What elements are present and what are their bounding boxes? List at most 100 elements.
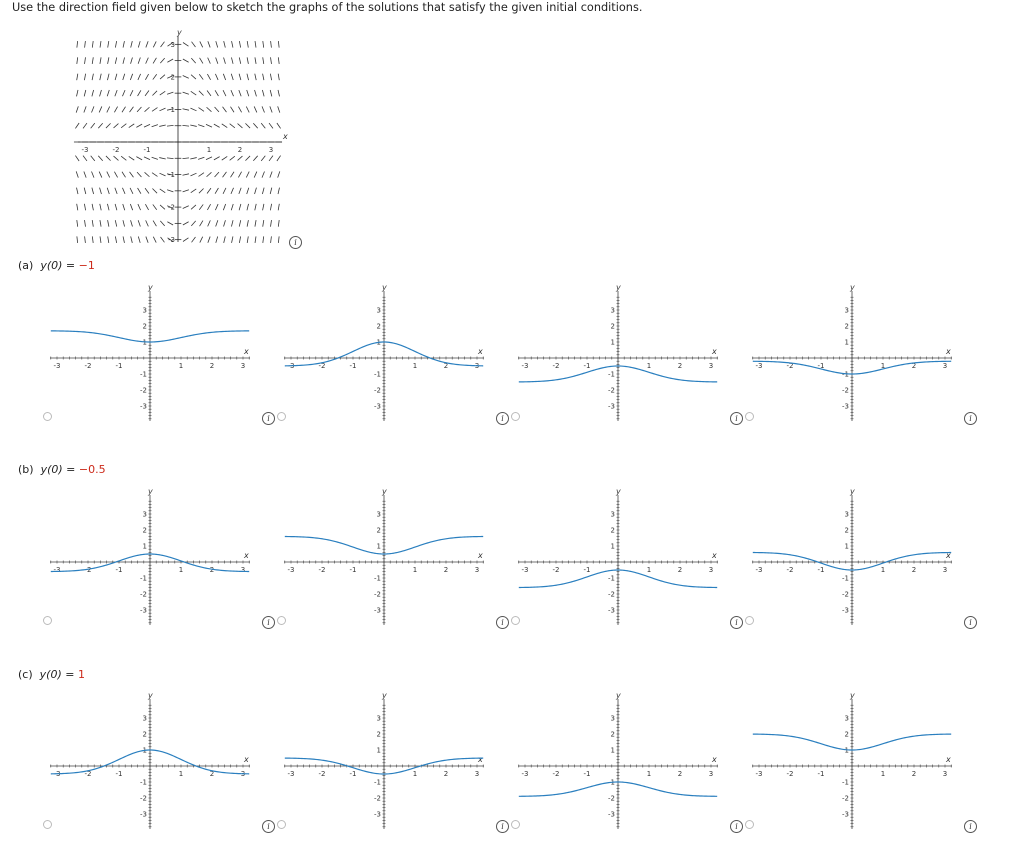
choice-c-3-info-icon[interactable]: i xyxy=(730,820,743,833)
y-tick-label: -3 xyxy=(608,811,615,819)
slope-segment xyxy=(207,220,211,227)
choice-c-2-radio[interactable] xyxy=(277,820,286,829)
slope-segment xyxy=(98,122,103,129)
slope-segment xyxy=(107,236,110,243)
x-tick-label: 2 xyxy=(210,566,214,574)
slope-segment xyxy=(99,73,102,81)
slope-segment xyxy=(152,74,158,80)
slope-segment xyxy=(144,106,150,112)
choice-b-2-info-icon[interactable]: i xyxy=(496,616,509,629)
choice-a-4-info-icon[interactable]: i xyxy=(964,412,977,425)
choice-b-1-info-icon[interactable]: i xyxy=(262,616,275,629)
slope-segment xyxy=(129,203,134,211)
x-tick-label: -1 xyxy=(350,566,357,574)
choice-c-1-radio[interactable] xyxy=(43,820,52,829)
choice-b-3-info-icon[interactable]: i xyxy=(730,616,743,629)
slope-segment xyxy=(253,155,258,162)
slope-segment xyxy=(254,89,257,97)
y-tick-label: -1 xyxy=(842,371,849,379)
x-tick-label: 1 xyxy=(647,566,651,574)
slope-segment xyxy=(262,89,265,97)
slope-segment xyxy=(246,57,249,64)
slope-segment xyxy=(246,89,250,97)
slope-segment xyxy=(215,41,219,48)
choice-c-3-radio[interactable] xyxy=(511,820,520,829)
slope-segment xyxy=(205,156,213,160)
x-tick-label: 1 xyxy=(881,566,885,574)
choice-a-2-info-icon[interactable]: i xyxy=(496,412,509,425)
choice-b-3-radio[interactable] xyxy=(511,616,520,625)
choice-a-4-radio[interactable] xyxy=(745,412,754,421)
choice-b-2-radio[interactable] xyxy=(277,616,286,625)
slope-segment xyxy=(276,155,281,162)
y-tick-label: -1 xyxy=(608,575,615,583)
slope-segment xyxy=(238,171,242,178)
choice-a-3-info-icon[interactable]: i xyxy=(730,412,743,425)
y-tick-label: -2 xyxy=(140,591,147,599)
slope-segment xyxy=(190,74,197,80)
x-tick-label: 1 xyxy=(413,566,417,574)
x-tick-label: 3 xyxy=(709,566,713,574)
slope-segment xyxy=(190,204,197,210)
choice-a-2-radio[interactable] xyxy=(277,412,286,421)
choice-b-4-info-icon[interactable]: i xyxy=(964,616,977,629)
slope-segment xyxy=(222,90,227,97)
slope-segment xyxy=(262,236,265,243)
x-tick-label: -2 xyxy=(85,770,92,778)
y-tick-label: -2 xyxy=(842,795,849,803)
y-axis-label: y xyxy=(849,285,855,292)
x-tick-label: 2 xyxy=(912,362,916,370)
slope-segment xyxy=(98,106,103,113)
slope-segment xyxy=(198,107,205,112)
choice-b-3-graph: -3 -2 -1 1 2 3 3 2 1 -1 -2 -3 x y xyxy=(518,489,718,625)
slope-segment xyxy=(129,187,134,194)
y-tick-label: -1 xyxy=(374,779,381,787)
field-x-tick: -3 xyxy=(82,146,89,154)
slope-segment xyxy=(107,41,110,48)
slope-segment xyxy=(120,123,127,129)
slope-segment xyxy=(191,236,196,243)
slope-segment xyxy=(182,189,190,193)
slope-segment xyxy=(114,106,118,113)
choice-b-4-radio[interactable] xyxy=(745,616,754,625)
slope-segment xyxy=(137,236,141,243)
slope-segment xyxy=(246,236,249,243)
y-tick-label: 1 xyxy=(143,339,147,347)
info-icon[interactable]: i xyxy=(289,236,302,249)
slope-segment xyxy=(207,41,211,48)
y-tick-label: 3 xyxy=(377,511,381,519)
solution-curve xyxy=(752,733,952,751)
slope-segment xyxy=(182,157,190,160)
choice-c-2-info-icon[interactable]: i xyxy=(496,820,509,833)
choice-a-3-radio[interactable] xyxy=(511,412,520,421)
choice-c-1-info-icon[interactable]: i xyxy=(262,820,275,833)
slope-segment xyxy=(159,107,166,112)
slope-segment xyxy=(128,123,135,128)
slope-segment xyxy=(106,89,110,97)
slope-segment xyxy=(129,106,134,113)
choice-b-1-radio[interactable] xyxy=(43,616,52,625)
choice-a-1-radio[interactable] xyxy=(43,412,52,421)
x-axis-label: x xyxy=(945,755,951,764)
slope-segment xyxy=(230,89,234,97)
slope-segment xyxy=(159,124,166,127)
slope-segment xyxy=(151,172,158,177)
y-tick-label: -3 xyxy=(842,607,849,615)
x-axis-label: x xyxy=(477,755,483,764)
field-y-tick: -1 xyxy=(168,171,175,179)
choice-c-4-radio[interactable] xyxy=(745,820,754,829)
y-tick-label: 1 xyxy=(611,747,615,755)
slope-segment xyxy=(129,171,134,178)
slope-segment xyxy=(75,155,80,162)
slope-segment xyxy=(91,106,95,113)
choice-a-1-info-icon[interactable]: i xyxy=(262,412,275,425)
slope-segment xyxy=(270,41,272,48)
x-tick-label: 1 xyxy=(647,770,651,778)
x-tick-label: -3 xyxy=(756,566,763,574)
choice-c-4-info-icon[interactable]: i xyxy=(964,820,977,833)
slope-segment xyxy=(99,220,102,227)
x-tick-label: 1 xyxy=(179,566,183,574)
slope-segment xyxy=(262,220,265,227)
slope-segment xyxy=(145,220,149,227)
